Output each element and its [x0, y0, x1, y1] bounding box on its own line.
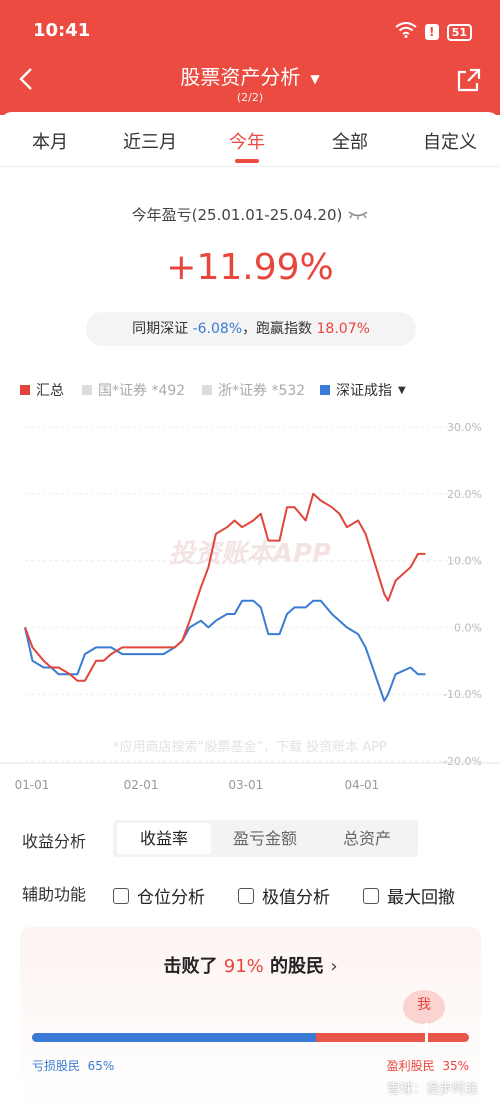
legend-label: 汇总: [36, 383, 64, 399]
footer-watermark: 雪球：漫步阿韭: [386, 1082, 478, 1097]
x-tick-label: 02-01: [124, 778, 159, 792]
checkbox-label: 极值分析: [262, 888, 330, 908]
alert-icon: !: [424, 24, 439, 40]
tab-three-months[interactable]: 近三月: [123, 132, 177, 153]
extreme-analysis-checkbox[interactable]: 极值分析: [238, 883, 330, 908]
win-pct: 35%: [442, 1059, 469, 1073]
series-line: [24, 492, 426, 682]
loss-bar-segment: [32, 1033, 317, 1042]
position-analysis-checkbox[interactable]: 仓位分析: [113, 883, 205, 908]
legend-label: 深证成指: [336, 383, 392, 399]
aux-label: 辅助功能: [22, 885, 87, 904]
analysis-segmented-control: 收益率 盈亏金额 总资产: [113, 820, 418, 857]
benchmark-compare: 同期深证 -6.08%，跑赢指数 18.07%: [86, 312, 416, 346]
analysis-label: 收益分析: [22, 832, 87, 851]
beat-value: 18.07%: [316, 321, 370, 337]
me-marker-bubble: 我: [403, 990, 445, 1024]
chart-legend: 汇总 国*证券 *492 浙*证券 *532 深证成指 ▼: [20, 380, 490, 400]
y-tick-label: 0.0%: [454, 621, 482, 634]
legend-swatch: [202, 385, 212, 395]
segment-total-assets[interactable]: 总资产: [342, 829, 391, 848]
legend-item-index[interactable]: 深证成指 ▼: [320, 380, 406, 400]
checkbox-icon[interactable]: [238, 887, 254, 904]
legend-swatch: [320, 385, 330, 395]
beat-title[interactable]: 击败了 91% 的股民 ›: [20, 952, 481, 978]
y-tick-label: 10.0%: [447, 555, 482, 568]
period-tabs: 本月 近三月 今年 全部 自定义: [0, 112, 500, 167]
beat-percent: 91%: [223, 956, 264, 977]
legend-swatch: [82, 385, 92, 395]
x-tick-label: 04-01: [344, 778, 379, 792]
tab-all[interactable]: 全部: [332, 132, 368, 153]
legend-label: 浙*证券 *532: [218, 383, 306, 399]
win-label: 盈利股民: [386, 1059, 435, 1073]
checkbox-icon[interactable]: [113, 887, 129, 904]
page-title-text: 股票资产分析: [180, 65, 301, 89]
loss-investors-label: 亏损股民 65%: [32, 1057, 114, 1074]
y-tick-label: 20.0%: [447, 488, 482, 501]
beat-prefix: ，跑赢指数: [242, 321, 313, 337]
profit-value: +11.99%: [166, 247, 334, 288]
beat-prefix-text: 击败了: [163, 956, 218, 977]
status-bar: 10:41 ! 51: [0, 0, 500, 60]
segment-profit-amount[interactable]: 盈亏金额: [232, 829, 297, 848]
beat-investors-card[interactable]: 击败了 91% 的股民 › 我 亏损股民 65% 盈利股民 35%: [20, 927, 481, 1107]
battery-icon: 51: [446, 23, 472, 41]
page-title[interactable]: 股票资产分析 ▼: [0, 61, 500, 90]
y-tick-label: 30.0%: [447, 421, 482, 434]
investor-distribution-bar: [32, 1033, 469, 1042]
tab-this-month[interactable]: 本月: [32, 132, 68, 153]
status-time: 10:41: [33, 20, 91, 41]
caret-down-icon[interactable]: ▼: [310, 71, 320, 86]
series-line: [24, 599, 426, 702]
y-tick-label: -20.0%: [443, 755, 482, 768]
center-watermark: 投资账本APP: [169, 539, 331, 569]
segment-return-rate[interactable]: 收益率: [117, 823, 211, 854]
active-tab-indicator: [235, 159, 259, 163]
y-tick-label: -10.0%: [443, 688, 482, 701]
page-indicator: (2/2): [236, 91, 264, 104]
profit-label: 今年盈亏(25.01.01-25.04.20): [0, 204, 500, 225]
x-tick-label: 03-01: [228, 778, 263, 792]
share-icon[interactable]: [456, 67, 482, 93]
back-arrow-icon[interactable]: [15, 67, 39, 91]
status-icons: ! 51: [395, 22, 472, 42]
compare-prefix: 同期深证: [132, 321, 189, 337]
legend-item-total[interactable]: 汇总: [20, 380, 64, 400]
app-header: 10:41 ! 51 股票资产分析 ▼ (2/2): [0, 0, 500, 115]
profit-label-text: 今年盈亏(25.01.01-25.04.20): [131, 206, 343, 224]
nav-bar: 股票资产分析 ▼ (2/2): [0, 55, 500, 110]
legend-item-account-532[interactable]: 浙*证券 *532: [202, 380, 305, 400]
tab-custom[interactable]: 自定义: [423, 132, 477, 153]
me-position-marker: [425, 1023, 428, 1049]
win-investors-label: 盈利股民 35%: [387, 1057, 469, 1074]
eye-closed-icon[interactable]: [348, 209, 368, 224]
legend-item-account-492[interactable]: 国*证券 *492: [82, 380, 185, 400]
loss-pct: 65%: [87, 1059, 115, 1073]
battery-level: 51: [451, 25, 467, 39]
bottom-watermark: *应用商店搜索“股票基金”，下载 投资账本 APP: [113, 739, 387, 755]
tab-this-year[interactable]: 今年: [229, 132, 265, 153]
legend-dropdown-icon[interactable]: ▼: [398, 384, 406, 396]
checkbox-label: 仓位分析: [137, 888, 205, 908]
max-drawdown-checkbox[interactable]: 最大回撤: [363, 883, 455, 908]
return-chart[interactable]: 30.0% 20.0% 10.0% 0.0% -10.0% -20.0% 01-01 02-0…: [0, 402, 500, 797]
legend-label: 国*证券 *492: [98, 383, 186, 399]
loss-label: 亏损股民: [32, 1059, 81, 1073]
checkbox-label: 最大回撤: [387, 888, 455, 908]
chevron-right-icon[interactable]: ›: [330, 956, 338, 977]
compare-value: -6.08%: [192, 321, 243, 337]
legend-swatch: [20, 385, 30, 395]
checkbox-icon[interactable]: [363, 887, 379, 904]
x-tick-label: 01-01: [15, 778, 50, 792]
content-card: 本月 近三月 今年 全部 自定义 今年盈亏(25.01.01-25.04.20)…: [0, 112, 500, 1107]
wifi-icon: [395, 22, 417, 42]
beat-suffix-text: 的股民: [270, 956, 325, 977]
